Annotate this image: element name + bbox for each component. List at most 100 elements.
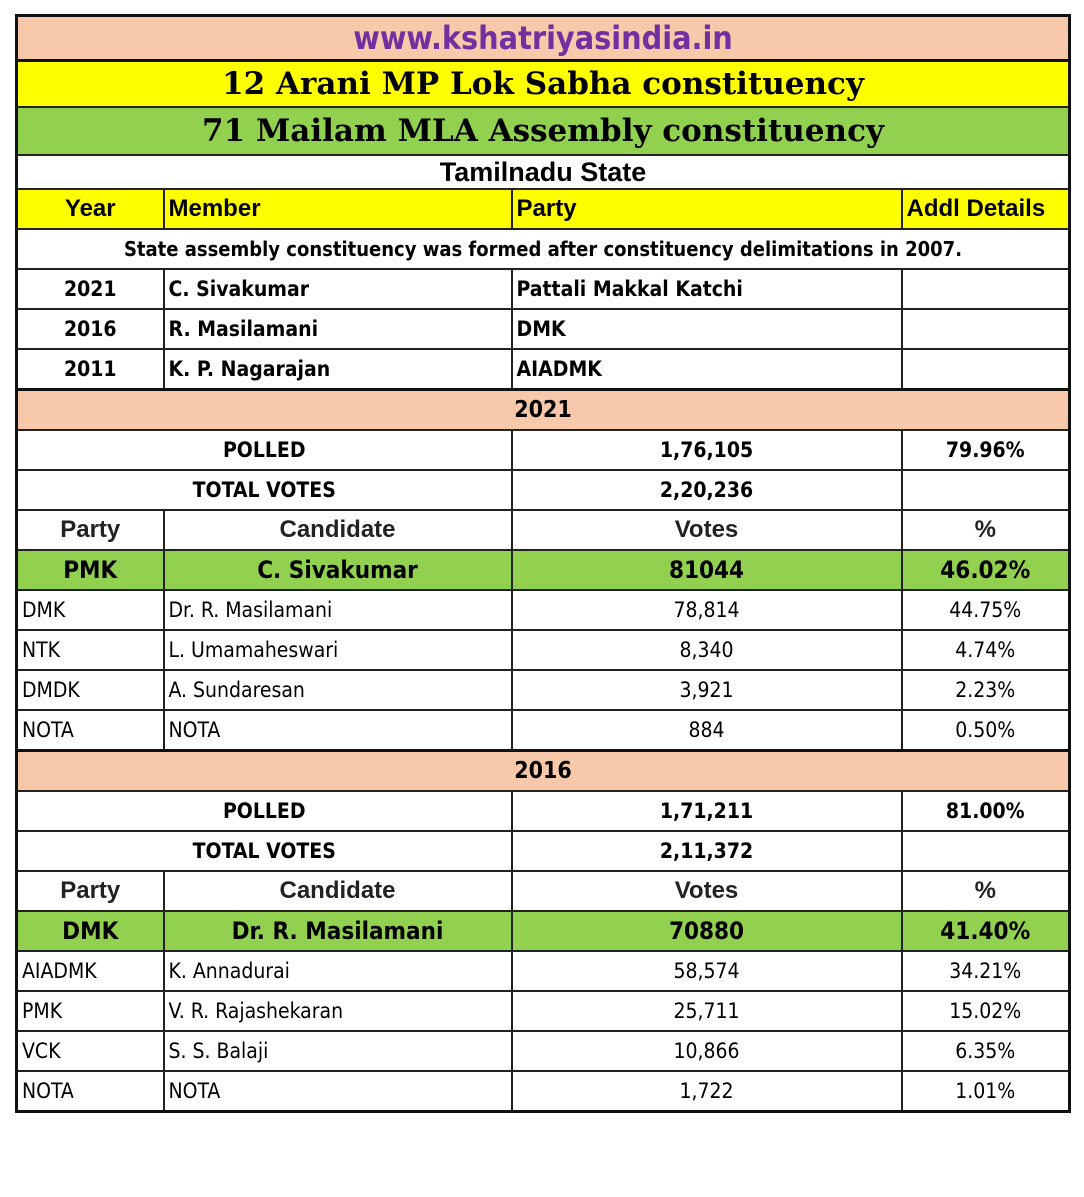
candidate-votes: 884 (510, 709, 903, 752)
header-party: Party (15, 870, 165, 912)
results-header-row: Party Candidate Votes% (15, 509, 1071, 551)
member-details (900, 308, 1071, 350)
member-row: 2016 R. Masilamani DMK (15, 308, 1071, 350)
winner-row: PMK C. Sivakumar 81044 46.02% (15, 549, 1071, 591)
member-party: Pattali Makkal Katchi (510, 268, 903, 310)
candidate-party: DMDK (15, 669, 165, 711)
candidate-percent: 44.75% (900, 589, 1071, 631)
candidate-name: S. S. Balaji (162, 1030, 513, 1072)
candidate-name: NOTA (162, 1070, 513, 1113)
candidate-row: AIADMK K. Annadurai 58,574 34.21% (15, 950, 1071, 992)
candidate-party: NOTA (15, 1070, 165, 1113)
lok-sabha-title: 12 Arani MP Lok Sabha constituency (15, 59, 1071, 108)
site-url[interactable]: www.kshatriyasindia.in (15, 14, 1071, 62)
candidate-party: NTK (15, 629, 165, 671)
candidate-name: L. Umamaheswari (162, 629, 513, 671)
member-name: K. P. Nagarajan (162, 348, 513, 391)
election-year: 2021 (15, 388, 1071, 431)
election-year-row: 2016 (15, 749, 1071, 792)
header-party: Party (510, 188, 903, 230)
winner-candidate: Dr. R. Masilamani (162, 910, 513, 952)
polled-votes: 1,71,211 (510, 790, 903, 832)
candidate-percent: 6.35% (900, 1030, 1071, 1072)
winner-party: DMK (15, 910, 165, 952)
header-member: Member (162, 188, 513, 230)
header-percent: % (900, 509, 1071, 551)
candidate-votes: 1,722 (510, 1070, 903, 1113)
member-name: C. Sivakumar (162, 268, 513, 310)
winner-votes: 81044 (510, 549, 903, 591)
candidate-row: NTK L. Umamaheswari 8,340 4.74% (15, 629, 1071, 671)
candidate-party: PMK (15, 990, 165, 1032)
candidate-name: K. Annadurai (162, 950, 513, 992)
header-percent: % (900, 870, 1071, 912)
header-votes: Votes (510, 870, 903, 912)
empty-cell (900, 469, 1071, 511)
candidate-percent: 1.01% (900, 1070, 1071, 1113)
winner-candidate: C. Sivakumar (162, 549, 513, 591)
candidate-name: NOTA (162, 709, 513, 752)
candidate-party: VCK (15, 1030, 165, 1072)
candidate-name: V. R. Rajashekaran (162, 990, 513, 1032)
constituency-table: www.kshatriyasindia.in 12 Arani MP Lok S… (15, 14, 1072, 1113)
candidate-votes: 25,711 (510, 990, 903, 1032)
member-year: 2021 (15, 268, 165, 310)
candidate-percent: 34.21% (900, 950, 1071, 992)
candidate-row: PMK V. R. Rajashekaran 25,711 15.02% (15, 990, 1071, 1032)
header-party: Party (15, 509, 165, 551)
candidate-percent: 0.50% (900, 709, 1071, 752)
formation-note: State assembly constituency was formed a… (15, 228, 1071, 270)
member-row: 2011 K. P. Nagarajan AIADMK (15, 348, 1071, 391)
polled-row: POLLED 1,76,105 79.96% (15, 429, 1071, 471)
election-year: 2016 (15, 749, 1071, 792)
candidate-votes: 8,340 (510, 629, 903, 671)
candidate-percent: 4.74% (900, 629, 1071, 671)
winner-party: PMK (15, 549, 165, 591)
member-year: 2016 (15, 308, 165, 350)
total-votes-row: TOTAL VOTES 2,11,372 (15, 830, 1071, 872)
total-votes-label: TOTAL VOTES (15, 469, 513, 511)
member-name: R. Masilamani (162, 308, 513, 350)
total-votes: 2,20,236 (510, 469, 903, 511)
header-candidate: Candidate (162, 509, 513, 551)
assembly-title: 71 Mailam MLA Assembly constituency (15, 106, 1071, 156)
empty-cell (900, 830, 1071, 872)
results-header-row: Party Candidate Votes% (15, 870, 1071, 912)
winner-row: DMK Dr. R. Masilamani 70880 41.40% (15, 910, 1071, 952)
candidate-party: NOTA (15, 709, 165, 752)
header-votes: Votes (510, 509, 903, 551)
header-year: Year (15, 188, 165, 230)
candidate-votes: 3,921 (510, 669, 903, 711)
state-title: Tamilnadu State (15, 154, 1071, 190)
candidate-row: DMDK A. Sundaresan 3,921 2.23% (15, 669, 1071, 711)
candidate-row: DMK Dr. R. Masilamani 78,814 44.75% (15, 589, 1071, 631)
header-candidate: Candidate (162, 870, 513, 912)
members-header-row: Year Member Party Addl Details (15, 188, 1071, 230)
candidate-percent: 2.23% (900, 669, 1071, 711)
polled-votes: 1,76,105 (510, 429, 903, 471)
total-votes-label: TOTAL VOTES (15, 830, 513, 872)
winner-percent: 46.02% (900, 549, 1071, 591)
winner-percent: 41.40% (900, 910, 1071, 952)
candidate-row: NOTA NOTA 1,722 1.01% (15, 1070, 1071, 1113)
member-details (900, 348, 1071, 391)
member-details (900, 268, 1071, 310)
polled-row: POLLED 1,71,211 81.00% (15, 790, 1071, 832)
member-row: 2021 C. Sivakumar Pattali Makkal Katchi (15, 268, 1071, 310)
header-details: Addl Details (900, 188, 1071, 230)
member-year: 2011 (15, 348, 165, 391)
candidate-row: NOTA NOTA 884 0.50% (15, 709, 1071, 752)
polled-percent: 79.96% (900, 429, 1071, 471)
polled-label: POLLED (15, 429, 513, 471)
candidate-votes: 78,814 (510, 589, 903, 631)
candidate-row: VCK S. S. Balaji 10,866 6.35% (15, 1030, 1071, 1072)
candidate-party: DMK (15, 589, 165, 631)
total-votes-row: TOTAL VOTES 2,20,236 (15, 469, 1071, 511)
candidate-percent: 15.02% (900, 990, 1071, 1032)
member-party: DMK (510, 308, 903, 350)
member-party: AIADMK (510, 348, 903, 391)
election-year-row: 2021 (15, 388, 1071, 431)
winner-votes: 70880 (510, 910, 903, 952)
candidate-votes: 58,574 (510, 950, 903, 992)
candidate-name: Dr. R. Masilamani (162, 589, 513, 631)
